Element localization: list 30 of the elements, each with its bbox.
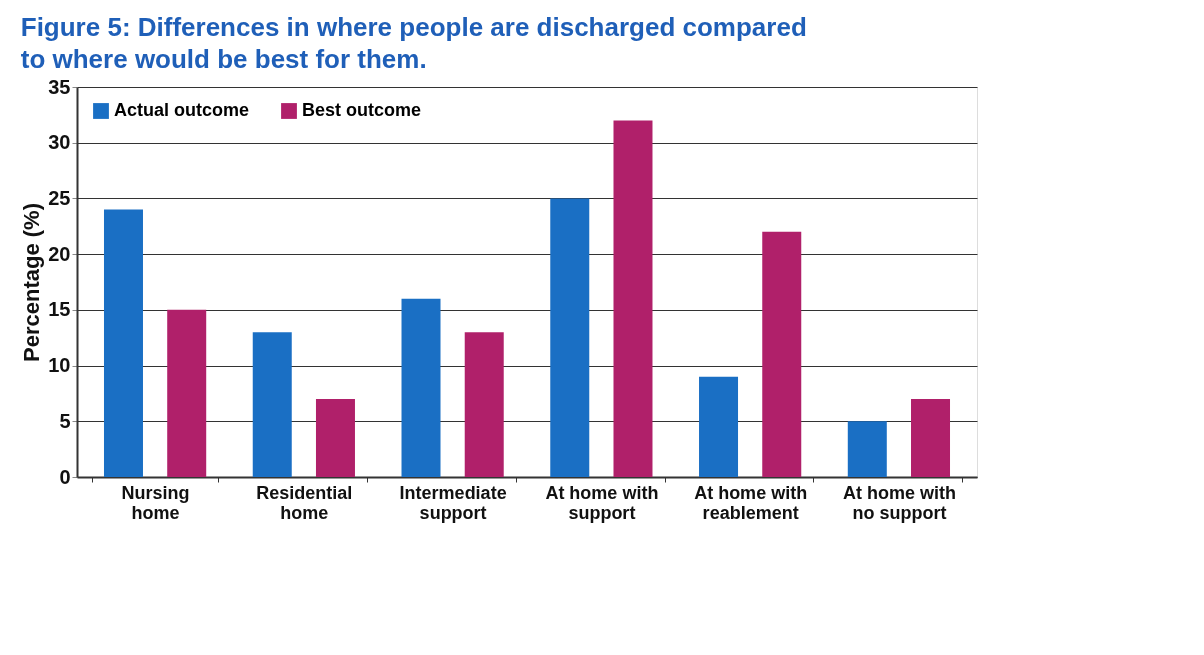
x-tick-label: Nursing home: [121, 482, 190, 523]
bar: [613, 120, 653, 477]
y-tick-label: 0: [59, 465, 71, 488]
bar: [464, 332, 504, 477]
y-axis-title: Percentage (%): [19, 203, 45, 362]
bar: [103, 209, 143, 477]
x-tick-label: Intermediate support: [399, 482, 507, 523]
x-tick-label: At home with no support: [842, 482, 956, 523]
bar: [550, 198, 590, 477]
y-tick-label: 20: [48, 242, 71, 265]
bar: [315, 399, 355, 477]
y-tick-label: 25: [48, 186, 71, 209]
bar: [401, 298, 441, 477]
bar: [167, 309, 207, 477]
y-tick-label: 5: [59, 409, 71, 432]
bar: [762, 231, 802, 477]
bar: [252, 332, 292, 477]
legend-label: Actual outcome: [114, 100, 250, 120]
bar: [847, 421, 887, 477]
y-tick-label: 10: [48, 354, 71, 377]
y-tick-label: 30: [48, 131, 71, 154]
bar: [699, 376, 739, 477]
legend-label: Best outcome: [302, 100, 422, 120]
y-tick-label: 35: [48, 75, 71, 98]
x-tick-label: At home with reablement: [694, 482, 808, 523]
x-tick-label: Residential home: [256, 482, 353, 523]
chart-title: Figure 5: Differences in where people are discharged compared to where would be best for them.: [20, 12, 807, 74]
bar: [911, 399, 951, 477]
x-tick-label: At home with support: [545, 482, 659, 523]
y-tick-label: 15: [48, 298, 71, 321]
